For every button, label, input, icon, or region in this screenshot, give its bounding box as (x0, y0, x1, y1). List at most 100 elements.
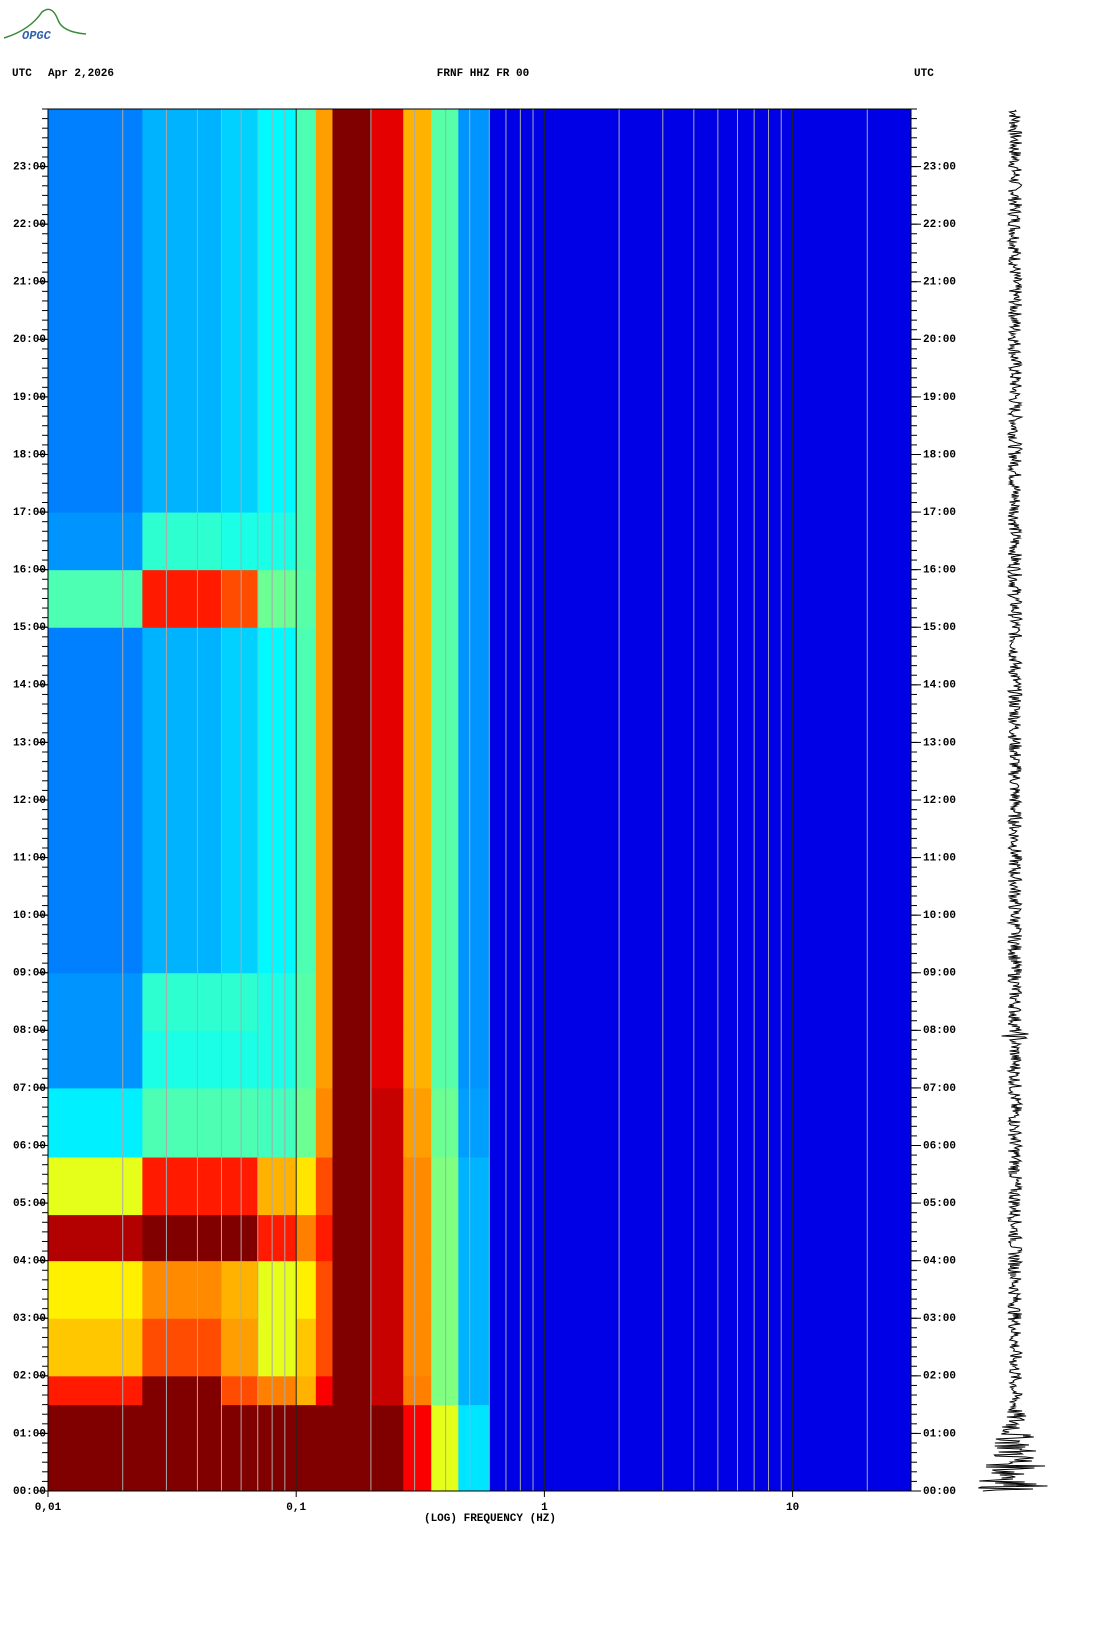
spectrogram-cell (315, 1318, 333, 1377)
spectrogram-cell (458, 1318, 490, 1377)
spectrogram-cell (431, 1030, 459, 1089)
spectrogram-cell (142, 1214, 222, 1262)
spectrogram-cell (315, 512, 333, 571)
spectrogram-cell (142, 1157, 222, 1216)
spectrogram-cell (458, 1375, 490, 1406)
spectrogram-cell (257, 1087, 297, 1158)
spectrogram-cell (296, 109, 317, 513)
spectrogram-cell (431, 1157, 459, 1216)
header-right: UTC (914, 68, 934, 80)
y-tick-label: 03:00 (13, 1313, 46, 1325)
y-tick-label-right: 23:00 (923, 161, 956, 173)
spectrogram-cell (431, 1087, 459, 1158)
spectrogram-cell (221, 1260, 259, 1319)
spectrogram-cell (257, 512, 297, 571)
y-tick-label-right: 02:00 (923, 1371, 956, 1383)
spectrogram-cell (403, 1087, 432, 1158)
spectrogram-cell (221, 569, 259, 628)
spectrogram-cell (332, 569, 372, 628)
spectrogram-cell (403, 1404, 432, 1492)
spectrogram-cell (370, 1375, 404, 1406)
spectrogram-cell (257, 1404, 297, 1492)
spectrogram-cell (221, 1375, 259, 1406)
spectrogram-cell (315, 1030, 333, 1089)
spectrogram-cell (48, 1260, 143, 1319)
spectrogram-cell (315, 1404, 333, 1492)
spectrogram-cell (142, 1260, 222, 1319)
spectrogram-cell (142, 1404, 222, 1492)
y-tick-label-right: 05:00 (923, 1198, 956, 1210)
spectrogram-cell (458, 569, 490, 628)
spectrogram-cell (489, 109, 912, 513)
spectrogram-cell (142, 1375, 222, 1406)
spectrogram-cell (403, 109, 432, 513)
spectrogram-cell (315, 1087, 333, 1158)
y-tick-label-right: 08:00 (923, 1025, 956, 1037)
spectrogram-cell (431, 1375, 459, 1406)
y-tick-label-right: 20:00 (923, 334, 956, 346)
x-tick-label: 0,1 (286, 1502, 306, 1514)
y-tick-label-right: 09:00 (923, 968, 956, 980)
y-tick-label-right: 12:00 (923, 795, 956, 807)
y-tick-label-right: 18:00 (923, 449, 956, 461)
spectrogram-cell (142, 627, 222, 974)
spectrogram-cell (48, 972, 143, 1031)
spectrogram-cell (257, 972, 297, 1031)
x-tick-label: 1 (541, 1502, 548, 1514)
spectrogram-cell (315, 1157, 333, 1216)
spectrogram-cell (458, 512, 490, 571)
y-tick-label: 14:00 (13, 680, 46, 692)
spectrogram-cell (48, 1030, 143, 1089)
spectrogram-cell (296, 1318, 317, 1377)
spectrogram-cell (431, 109, 459, 513)
spectrogram-cell (489, 1260, 912, 1319)
y-tick-label: 05:00 (13, 1198, 46, 1210)
spectrogram-cell (431, 972, 459, 1031)
y-tick-label-right: 03:00 (923, 1313, 956, 1325)
spectrogram-cell (403, 569, 432, 628)
y-tick-label-right: 04:00 (923, 1256, 956, 1268)
spectrogram-cell (489, 627, 912, 974)
y-tick-label: 12:00 (13, 795, 46, 807)
y-tick-label-right: 06:00 (923, 1140, 956, 1152)
logo: OPGC (22, 29, 52, 43)
spectrogram-cell (332, 972, 372, 1031)
spectrogram-cell (370, 1030, 404, 1089)
y-tick-label-right: 16:00 (923, 565, 956, 577)
spectrogram-cell (370, 1087, 404, 1158)
spectrogram-cell (296, 512, 317, 571)
spectrogram-cell (332, 1404, 372, 1492)
spectrogram-cell (403, 972, 432, 1031)
y-tick-label: 20:00 (13, 334, 46, 346)
chart-title: FRNF HHZ FR 00 (437, 68, 529, 80)
y-tick-label: 02:00 (13, 1371, 46, 1383)
spectrogram-cell (332, 1260, 372, 1319)
spectrogram-cell (403, 1157, 432, 1216)
y-tick-label-right: 19:00 (923, 392, 956, 404)
spectrogram-cell (489, 1087, 912, 1158)
y-tick-label: 21:00 (13, 277, 46, 289)
spectrogram-cell (48, 627, 143, 974)
spectrogram-cell (489, 972, 912, 1031)
spectrogram-cell (403, 1214, 432, 1262)
spectrogram-cell (315, 627, 333, 974)
spectrogram-cell (332, 1087, 372, 1158)
spectrogram-cell (221, 1030, 259, 1089)
y-tick-label-right: 01:00 (923, 1428, 956, 1440)
spectrogram-cell (296, 1260, 317, 1319)
spectrogram-cell (431, 512, 459, 571)
date: Apr 2,2026 (48, 68, 114, 80)
spectrogram-cell (221, 627, 259, 974)
spectrogram-cell (370, 109, 404, 513)
x-tick-label: 10 (786, 1502, 799, 1514)
spectrogram-cell (370, 627, 404, 974)
spectrogram-cell (48, 569, 143, 628)
spectrogram-cell (48, 1214, 143, 1262)
spectrogram-cell (142, 1318, 222, 1377)
y-tick-label-right: 22:00 (923, 219, 956, 231)
spectrogram-cell (458, 627, 490, 974)
y-tick-label-right: 00:00 (923, 1486, 956, 1498)
spectrogram-cell (458, 1214, 490, 1262)
spectrogram-cell (370, 1404, 404, 1492)
